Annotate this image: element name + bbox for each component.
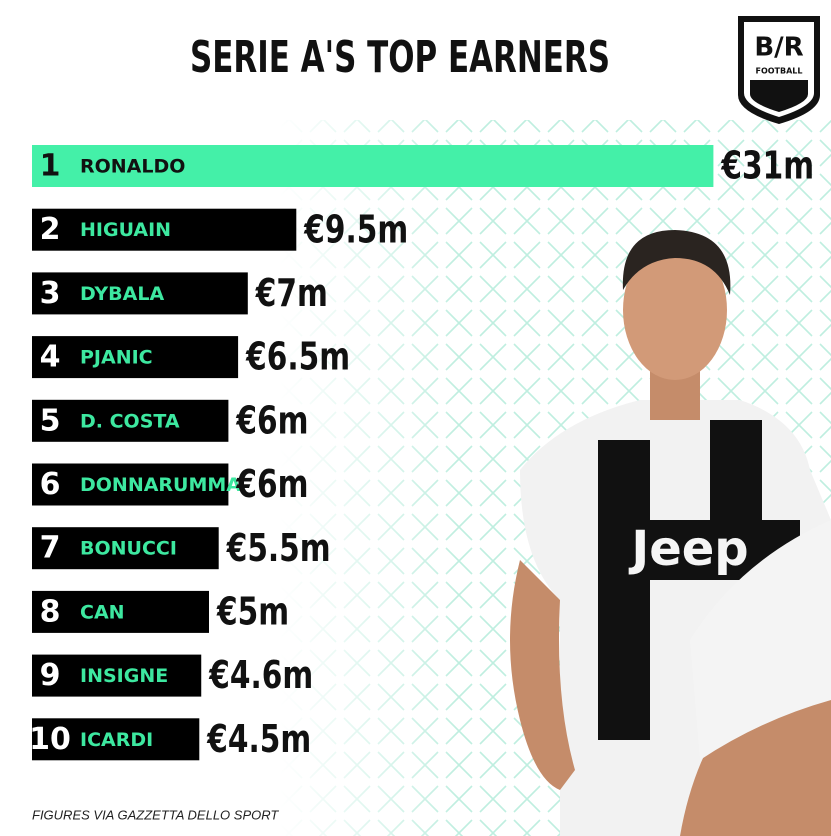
value-label: €9.5m: [303, 208, 408, 253]
logo-text: B/R: [754, 33, 803, 63]
value-label: €5m: [216, 590, 289, 635]
bar: [32, 654, 202, 697]
value-label: €4.6m: [208, 654, 313, 699]
category-label: RONALDO: [80, 156, 185, 178]
value-label: €6m: [236, 463, 309, 508]
player-illustration: Jeep: [510, 230, 831, 836]
bar: [32, 145, 714, 187]
category-label: CAN: [80, 601, 125, 623]
category-label: PJANIC: [80, 347, 153, 369]
value-label: €31m: [721, 144, 815, 189]
bar: [32, 463, 229, 506]
value-label: €5.5m: [226, 526, 331, 571]
rank-label: 10: [29, 722, 71, 757]
rank-label: 2: [40, 212, 61, 247]
bar: [32, 272, 248, 315]
source-note: FIGURES VIA GAZZETTA DELLO SPORT: [32, 807, 279, 822]
bar: [32, 208, 297, 251]
jersey-sponsor: Jeep: [628, 521, 748, 577]
category-label: BONUCCI: [80, 538, 177, 560]
rank-label: 4: [40, 340, 61, 375]
bar: [32, 336, 239, 379]
value-label: €4.5m: [206, 717, 311, 762]
bar: [32, 527, 219, 570]
rank-label: 3: [40, 276, 61, 311]
rank-label: 1: [40, 149, 61, 184]
bar: [32, 718, 200, 761]
logo: B/R FOOTBALL: [738, 16, 820, 124]
rank-label: 9: [40, 658, 61, 693]
chart-title: SERIE A'S TOP EARNERS: [190, 32, 610, 83]
rank-label: 5: [40, 403, 61, 438]
category-label: D. COSTA: [80, 410, 180, 432]
logo-subtitle: FOOTBALL: [755, 67, 802, 76]
category-label: DYBALA: [80, 283, 164, 305]
rank-label: 7: [40, 531, 61, 566]
value-label: €7m: [255, 271, 328, 316]
value-label: €6.5m: [245, 335, 350, 380]
category-label: DONNARUMMA: [80, 474, 241, 496]
bar: [32, 399, 229, 442]
category-label: HIGUAIN: [80, 219, 171, 241]
bar: [32, 590, 209, 633]
value-label: €6m: [236, 399, 309, 444]
rank-label: 8: [40, 594, 61, 629]
category-label: INSIGNE: [80, 665, 168, 687]
rank-label: 6: [40, 467, 61, 502]
logo-stripes: [750, 80, 808, 112]
category-label: ICARDI: [80, 729, 153, 751]
